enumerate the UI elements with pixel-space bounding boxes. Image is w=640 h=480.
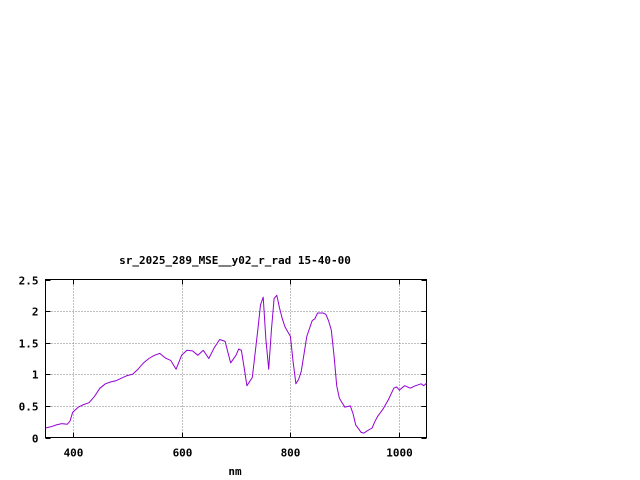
- x-tick-label: 1000: [386, 447, 413, 460]
- grid-layer: [45, 279, 427, 438]
- y-tick-label: 1.5: [19, 338, 39, 351]
- series-line: [45, 294, 427, 434]
- y-tick-label: 1: [32, 369, 39, 382]
- tick-layer: [45, 279, 427, 439]
- y-tick-label: 0.5: [19, 401, 39, 414]
- x-tick-label: 600: [173, 447, 193, 460]
- y-tick-label: 2.5: [19, 275, 39, 288]
- series-layer: [45, 294, 427, 434]
- tick-label-layer: 400 600 800 1000 0 0.5 1 1.5 2 2.5: [19, 275, 413, 460]
- chart-title: sr_2025_289_MSE__y02_r_rad 15-40-00: [119, 254, 351, 267]
- x-tick-label: 800: [281, 447, 301, 460]
- y-tick-label: 0: [32, 433, 39, 446]
- y-tick-label: 2: [32, 306, 39, 319]
- x-tick-label: 400: [64, 447, 84, 460]
- x-axis-label: nm: [228, 465, 242, 478]
- plot-frame: [45, 279, 427, 438]
